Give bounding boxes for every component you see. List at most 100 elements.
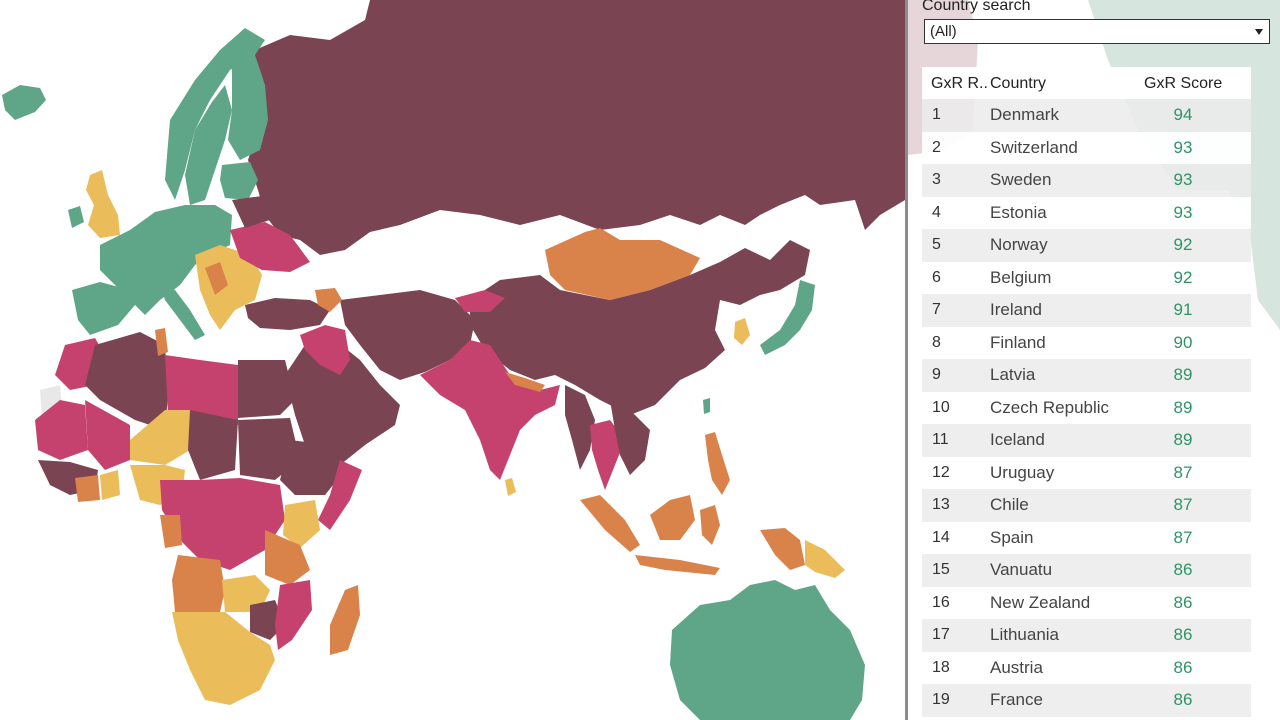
region-ukraine[interactable] — [230, 222, 310, 272]
column-header-rank[interactable]: GxR R.. — [931, 75, 988, 92]
table-header: GxR R.. Country GxR Score — [922, 67, 1251, 99]
region-philippines[interactable] — [705, 432, 730, 495]
table-row[interactable]: 3 Sweden 93 — [922, 164, 1251, 197]
region-southern-africa[interactable] — [172, 612, 275, 705]
region-india[interactable] — [420, 340, 560, 480]
cell-country: Estonia — [990, 202, 1047, 222]
region-central-africa[interactable] — [160, 478, 285, 570]
region-tunisia[interactable] — [155, 328, 168, 356]
table-row[interactable]: 4 Estonia 93 — [922, 196, 1251, 229]
region-thailand[interactable] — [590, 420, 625, 490]
region-ireland[interactable] — [68, 206, 84, 228]
region-kenya[interactable] — [283, 500, 320, 548]
region-russia[interactable] — [248, 0, 905, 255]
region-indonesia-2[interactable] — [650, 495, 695, 540]
region-indonesia-1[interactable] — [580, 495, 640, 552]
region-baltics[interactable] — [220, 162, 258, 200]
map-canvas[interactable] — [0, 0, 905, 720]
cell-rank: 4 — [932, 203, 941, 221]
table-row[interactable]: 18 Austria 86 — [922, 651, 1251, 684]
region-sri-lanka[interactable] — [505, 478, 516, 496]
cell-score: 86 — [1173, 657, 1193, 677]
table-row[interactable]: 14 Spain 87 — [922, 521, 1251, 554]
table-row[interactable]: 6 Belgium 92 — [922, 261, 1251, 294]
region-tanzania[interactable] — [265, 530, 310, 585]
table-row[interactable]: 10 Czech Republic 89 — [922, 391, 1251, 424]
region-indochina[interactable] — [610, 400, 650, 475]
table-row[interactable]: 13 Chile 87 — [922, 489, 1251, 522]
region-western-europe[interactable] — [100, 205, 232, 315]
region-papua-new-guinea[interactable] — [805, 540, 845, 578]
region-egypt[interactable] — [238, 360, 295, 418]
table-row[interactable]: 12 Uruguay 87 — [922, 456, 1251, 489]
region-gabon[interactable] — [160, 515, 182, 548]
region-japan[interactable] — [760, 280, 815, 355]
region-ethiopia[interactable] — [280, 440, 345, 495]
cell-rank: 17 — [932, 626, 950, 643]
region-iberia[interactable] — [72, 282, 135, 335]
region-belarus[interactable] — [232, 196, 270, 228]
cell-country: Lithuania — [990, 625, 1060, 644]
region-kyrgyzstan[interactable] — [455, 290, 505, 312]
region-somalia[interactable] — [318, 460, 362, 530]
region-uk[interactable] — [86, 170, 120, 238]
region-ivory-coast[interactable] — [75, 475, 100, 502]
region-myanmar[interactable] — [565, 385, 595, 470]
region-zambia[interactable] — [222, 575, 270, 612]
cell-score: 93 — [1173, 202, 1193, 222]
region-taiwan[interactable] — [703, 398, 710, 414]
region-niger[interactable] — [130, 410, 190, 465]
table-row[interactable]: 19 France 86 — [922, 684, 1251, 717]
cell-rank: 14 — [932, 528, 950, 546]
cell-rank: 2 — [932, 138, 941, 156]
region-west-asia[interactable] — [340, 290, 475, 380]
region-new-guinea-west[interactable] — [760, 528, 805, 570]
cell-rank: 9 — [932, 366, 941, 383]
table-row[interactable]: 8 Finland 90 — [922, 326, 1251, 359]
region-south-korea[interactable] — [734, 318, 750, 345]
table-row[interactable]: 2 Switzerland 93 — [922, 131, 1251, 164]
region-mozambique[interactable] — [275, 580, 312, 650]
region-indonesia-4[interactable] — [635, 555, 720, 575]
cell-score: 90 — [1173, 332, 1193, 352]
region-mauritania[interactable] — [35, 400, 88, 460]
cell-score: 91 — [1173, 300, 1193, 319]
cell-rank: 5 — [932, 236, 941, 253]
table-row[interactable]: 9 Latvia 89 — [922, 359, 1251, 392]
table-row[interactable]: 15 Vanuatu 86 — [922, 554, 1251, 587]
region-chad[interactable] — [188, 410, 238, 480]
region-mali[interactable] — [85, 400, 130, 470]
region-serbia[interactable] — [205, 262, 228, 295]
chevron-down-icon[interactable] — [1255, 29, 1263, 35]
region-madagascar[interactable] — [330, 585, 360, 655]
region-nepal[interactable] — [505, 372, 545, 392]
region-norway[interactable] — [165, 28, 265, 200]
table-row[interactable]: 1 Denmark 94 — [922, 99, 1251, 132]
region-sweden[interactable] — [185, 85, 232, 205]
cell-country: Belgium — [990, 267, 1052, 287]
region-finland[interactable] — [228, 55, 268, 160]
region-caucasus[interactable] — [315, 288, 342, 312]
region-turkey[interactable] — [245, 298, 330, 330]
region-indonesia-3[interactable] — [700, 505, 720, 545]
table-row[interactable]: 7 Ireland 91 — [922, 294, 1251, 327]
table-row[interactable]: 17 Lithuania 86 — [922, 619, 1251, 652]
region-arabia[interactable] — [285, 340, 400, 470]
region-angola[interactable] — [172, 555, 225, 612]
column-header-country[interactable]: Country — [990, 75, 1047, 92]
region-greenland[interactable] — [2, 85, 46, 120]
region-mongolia[interactable] — [545, 228, 700, 300]
region-australia[interactable] — [670, 580, 865, 720]
table-row[interactable]: 16 New Zealand 86 — [922, 586, 1251, 619]
country-search-select[interactable]: (All) — [924, 19, 1270, 44]
region-iraq[interactable] — [300, 325, 350, 375]
region-algeria[interactable] — [85, 332, 168, 430]
region-china[interactable] — [470, 240, 810, 415]
table-row[interactable]: 11 Iceland 89 — [922, 424, 1251, 457]
region-ghana[interactable] — [100, 470, 120, 500]
table-row[interactable]: 5 Norway 92 — [922, 229, 1251, 262]
region-italy[interactable] — [160, 285, 205, 340]
choropleth-map[interactable] — [0, 0, 905, 720]
cell-country: Sweden — [990, 170, 1052, 189]
column-header-score[interactable]: GxR Score — [1144, 75, 1223, 92]
